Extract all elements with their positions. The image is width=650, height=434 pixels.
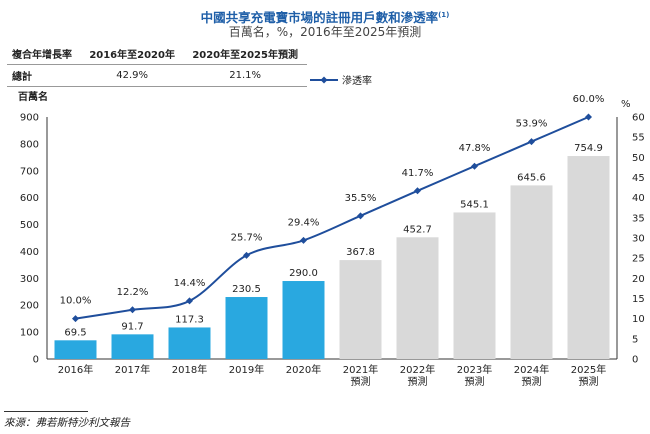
y2-tick-label: 60	[632, 113, 645, 124]
x-tick-label: 預測	[465, 375, 485, 388]
y2-tick-label: 15	[632, 294, 645, 305]
bar-value-label: 290.0	[289, 268, 318, 279]
y-tick-label: 300	[20, 274, 39, 285]
legend-label: 滲透率	[342, 74, 372, 87]
line-value-label: 12.2%	[117, 287, 149, 298]
chart-subtitle: 百萬名，%，2016年至2025年預測	[228, 25, 422, 39]
y-tick-label: 400	[20, 247, 39, 258]
x-tick-label: 預測	[408, 375, 428, 388]
line-point	[72, 315, 79, 323]
bar-value-label: 545.1	[460, 199, 489, 210]
cagr-table-row: 總計 42.9% 21.1%	[7, 64, 307, 87]
line-point	[357, 212, 364, 220]
bar-value-label: 117.3	[175, 314, 204, 325]
line-value-label: 10.0%	[60, 296, 92, 307]
y2-tick-label: 25	[632, 254, 645, 265]
line-value-label: 25.7%	[231, 232, 263, 243]
bar	[54, 340, 97, 359]
bar	[282, 281, 325, 359]
bar	[225, 297, 268, 359]
cagr-table: 複合年增長率 2016年至2020年 2020年至2025年預測 總計 42.9…	[7, 43, 307, 87]
y2-tick-label: 0	[632, 355, 638, 366]
cagr-value-period-2: 21.1%	[183, 64, 307, 87]
y2-axis-label: %	[621, 99, 631, 110]
y-tick-label: 500	[20, 220, 39, 231]
x-tick-label: 預測	[579, 375, 599, 388]
cagr-header-label: 複合年增長率	[7, 43, 81, 65]
line-point	[585, 113, 592, 121]
y2-tick-label: 20	[632, 274, 645, 285]
x-tick-label: 預測	[522, 375, 542, 388]
penetration-line	[75, 116, 589, 320]
line-point	[186, 297, 193, 305]
line-value-label: 35.5%	[345, 193, 377, 204]
cagr-table-header: 複合年增長率 2016年至2020年 2020年至2025年預測	[7, 43, 307, 65]
x-tick-label: 2025年	[571, 363, 606, 376]
y-tick-label: 100	[20, 328, 39, 339]
line-value-label: 29.4%	[288, 217, 320, 228]
y2-tick-label: 10	[632, 314, 645, 325]
y-tick-label: 200	[20, 301, 39, 312]
y-tick-label: 700	[20, 166, 39, 177]
cagr-header-period-2: 2020年至2025年預測	[183, 43, 307, 65]
x-tick-label: 2023年	[457, 363, 492, 376]
line-value-label: 14.4%	[174, 278, 206, 289]
y2-tick-label: 40	[632, 193, 645, 204]
x-tick-label: 2024年	[514, 363, 549, 376]
legend-marker	[320, 76, 328, 84]
cagr-value-period-1: 42.9%	[81, 64, 184, 87]
y2-tick-label: 35	[632, 213, 645, 224]
y2-tick-label: 55	[632, 133, 645, 144]
y-tick-label: 600	[20, 193, 39, 204]
bar-value-label: 452.7	[403, 224, 432, 235]
x-tick-label: 2020年	[286, 363, 321, 376]
x-tick-label: 2019年	[229, 363, 264, 376]
line-value-label: 41.7%	[402, 168, 434, 179]
bar-value-label: 367.8	[346, 247, 375, 258]
y2-tick-label: 5	[632, 334, 638, 345]
bar-value-label: 69.5	[64, 327, 86, 338]
x-tick-label: 2022年	[400, 363, 435, 376]
chart-title: 中國共享充電寶市場的註冊用戶數和滲透率(1)	[0, 7, 650, 26]
bar	[168, 327, 211, 359]
x-tick-label: 預測	[351, 375, 371, 388]
line-point	[300, 236, 307, 244]
line-point	[129, 306, 136, 314]
y-tick-label: 800	[20, 139, 39, 150]
cagr-header-period-1: 2016年至2020年	[81, 43, 184, 65]
bar	[453, 212, 496, 359]
bar-value-label: 754.9	[574, 143, 603, 154]
bar-value-label: 91.7	[121, 321, 143, 332]
chart-title-text: 中國共享充電寶市場的註冊用戶數和滲透率	[200, 10, 439, 25]
y-axis-label: 百萬名	[18, 90, 48, 103]
bar	[510, 185, 553, 359]
y-tick-label: 900	[20, 113, 39, 124]
y2-tick-label: 50	[632, 153, 645, 164]
bar-value-label: 645.6	[517, 172, 546, 183]
x-tick-label: 2021年	[343, 363, 378, 376]
line-point	[471, 162, 478, 170]
line-value-label: 53.9%	[516, 119, 548, 130]
x-tick-label: 2017年	[115, 363, 150, 376]
y2-tick-label: 30	[632, 234, 645, 245]
y2-tick-label: 45	[632, 173, 645, 184]
source-note: 來源：弗若斯特沙利文報告	[4, 417, 130, 429]
x-tick-label: 2016年	[58, 363, 93, 376]
line-point	[243, 251, 250, 259]
line-point	[414, 187, 421, 195]
cagr-row-label: 總計	[7, 64, 81, 87]
bar	[111, 334, 154, 359]
line-point	[528, 138, 535, 146]
bar	[339, 260, 382, 359]
line-value-label: 60.0%	[573, 94, 605, 105]
line-value-label: 47.8%	[459, 143, 491, 154]
title-footnote-marker: (1)	[438, 10, 450, 19]
x-tick-label: 2018年	[172, 363, 207, 376]
bar	[396, 237, 439, 359]
source-divider	[4, 411, 88, 412]
bar	[567, 156, 610, 359]
bar-value-label: 230.5	[232, 284, 261, 295]
y-tick-label: 0	[33, 355, 39, 366]
